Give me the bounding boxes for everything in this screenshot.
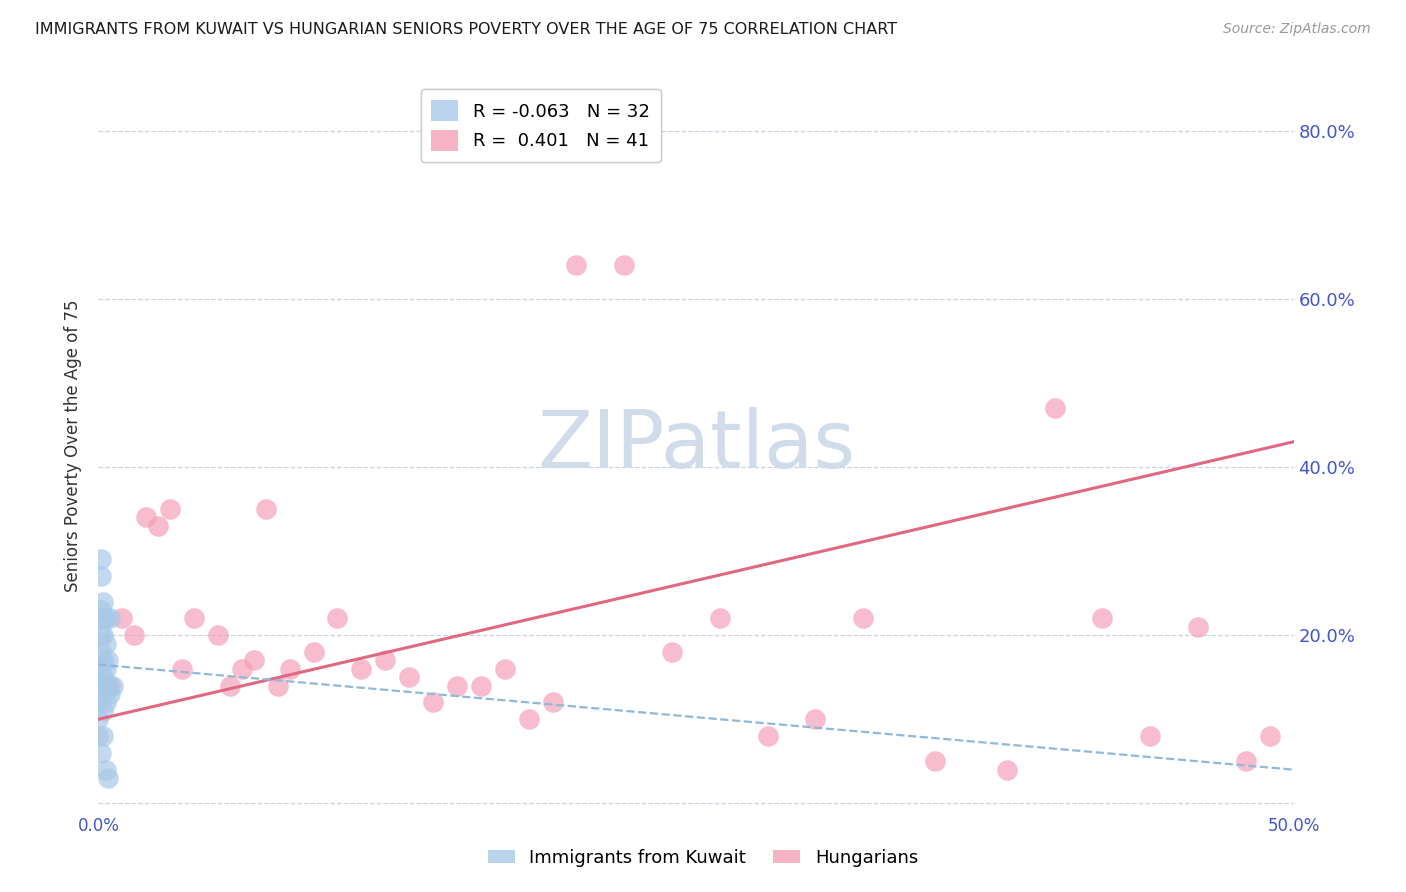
- Point: [278, 662, 301, 676]
- Point: [98, 687, 122, 701]
- Point: [87, 695, 110, 709]
- Point: [94, 695, 117, 709]
- Point: [94, 662, 117, 676]
- Point: [207, 628, 229, 642]
- Point: [90, 569, 112, 583]
- Point: [565, 258, 588, 272]
- Point: [87, 662, 110, 676]
- Point: [98, 611, 122, 625]
- Point: [398, 670, 420, 684]
- Point: [111, 611, 134, 625]
- Point: [613, 258, 636, 272]
- Point: [852, 611, 875, 625]
- Point: [995, 763, 1018, 777]
- Point: [94, 763, 117, 777]
- Point: [326, 611, 349, 625]
- Point: [87, 729, 110, 743]
- Point: [1139, 729, 1161, 743]
- Legend: R = -0.063   N = 32, R =  0.401   N = 41: R = -0.063 N = 32, R = 0.401 N = 41: [420, 89, 661, 161]
- Point: [219, 679, 242, 693]
- Point: [98, 679, 122, 693]
- Point: [97, 653, 120, 667]
- Point: [1043, 401, 1066, 416]
- Point: [87, 712, 110, 726]
- Point: [94, 679, 117, 693]
- Point: [91, 729, 114, 743]
- Point: [90, 552, 112, 566]
- Point: [661, 645, 683, 659]
- Point: [422, 695, 444, 709]
- Text: IMMIGRANTS FROM KUWAIT VS HUNGARIAN SENIORS POVERTY OVER THE AGE OF 75 CORRELATI: IMMIGRANTS FROM KUWAIT VS HUNGARIAN SENI…: [35, 22, 897, 37]
- Point: [756, 729, 779, 743]
- Point: [91, 704, 114, 718]
- Legend: Immigrants from Kuwait, Hungarians: Immigrants from Kuwait, Hungarians: [481, 842, 925, 874]
- Point: [91, 670, 114, 684]
- Point: [374, 653, 396, 667]
- Point: [135, 510, 157, 524]
- Point: [90, 628, 112, 642]
- Y-axis label: Seniors Poverty Over the Age of 75: Seniors Poverty Over the Age of 75: [65, 300, 83, 592]
- Point: [91, 687, 114, 701]
- Point: [231, 662, 253, 676]
- Point: [470, 679, 492, 693]
- Point: [87, 679, 110, 693]
- Point: [90, 670, 112, 684]
- Point: [709, 611, 731, 625]
- Text: Source: ZipAtlas.com: Source: ZipAtlas.com: [1223, 22, 1371, 37]
- Point: [494, 662, 516, 676]
- Point: [254, 502, 277, 516]
- Point: [517, 712, 540, 726]
- Point: [90, 645, 112, 659]
- Point: [91, 594, 114, 608]
- Text: ZIPatlas: ZIPatlas: [537, 407, 855, 485]
- Point: [1258, 729, 1281, 743]
- Point: [243, 653, 266, 667]
- Point: [302, 645, 325, 659]
- Point: [101, 679, 124, 693]
- Point: [97, 771, 120, 785]
- Point: [350, 662, 373, 676]
- Point: [924, 754, 946, 768]
- Point: [1187, 620, 1209, 634]
- Point: [804, 712, 827, 726]
- Point: [91, 628, 114, 642]
- Point: [90, 746, 112, 760]
- Point: [94, 611, 117, 625]
- Point: [90, 603, 112, 617]
- Point: [446, 679, 468, 693]
- Point: [267, 679, 290, 693]
- Point: [94, 636, 117, 650]
- Point: [183, 611, 205, 625]
- Point: [172, 662, 194, 676]
- Point: [91, 611, 114, 625]
- Point: [91, 653, 114, 667]
- Point: [148, 519, 170, 533]
- Point: [124, 628, 146, 642]
- Point: [541, 695, 564, 709]
- Point: [1234, 754, 1257, 768]
- Point: [1091, 611, 1114, 625]
- Point: [159, 502, 181, 516]
- Point: [97, 679, 120, 693]
